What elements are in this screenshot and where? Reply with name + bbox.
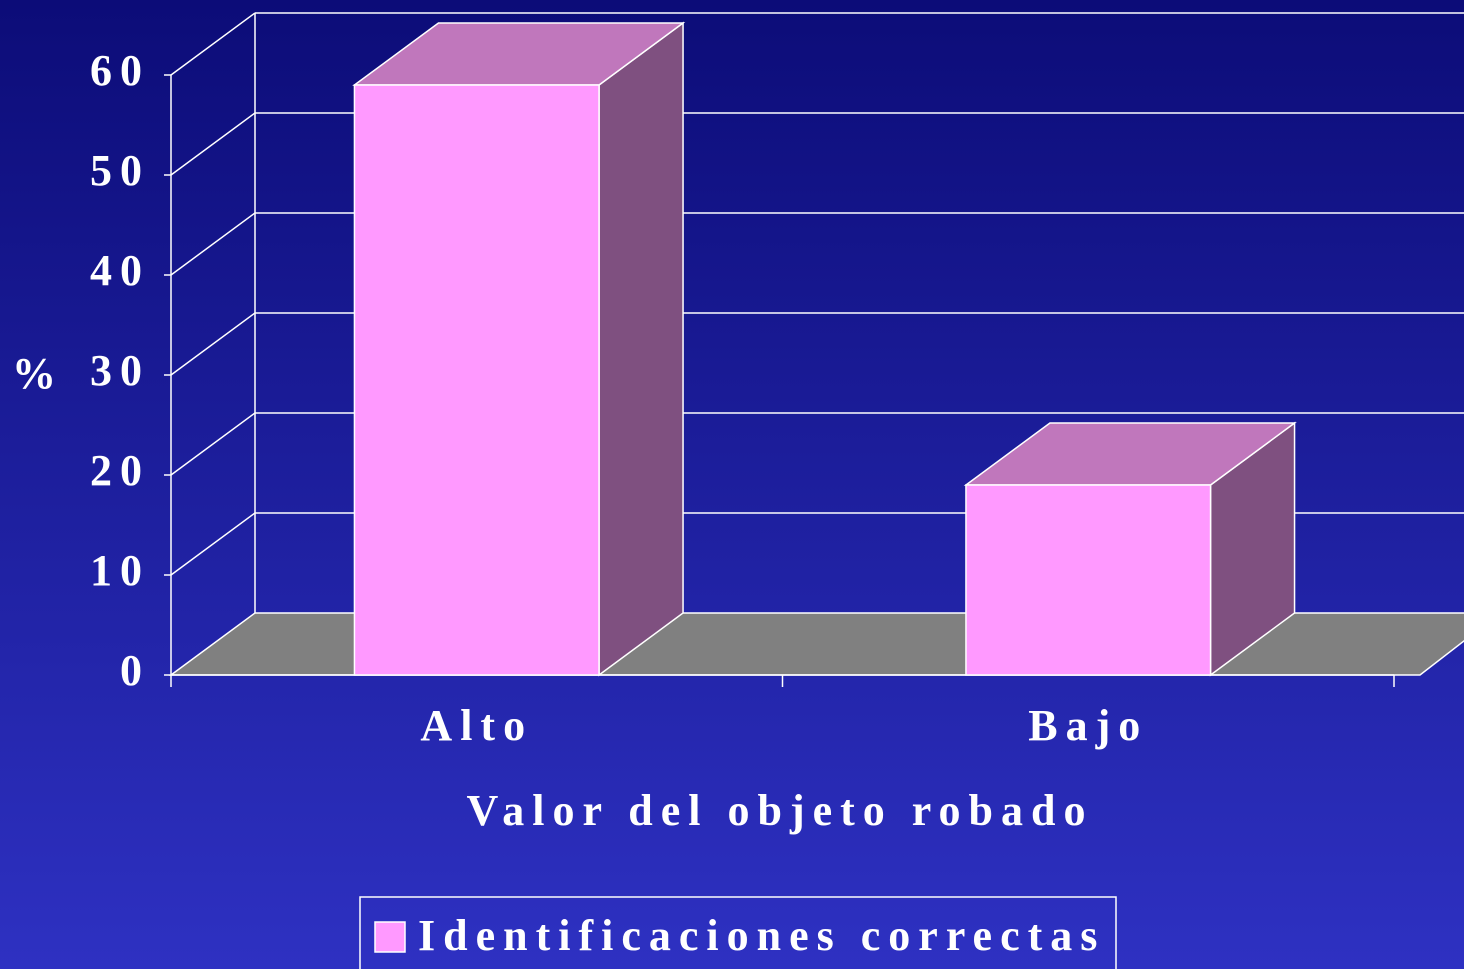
y-tick-label: 10 (90, 546, 150, 595)
y-axis-label: % (12, 349, 64, 398)
legend-swatch (374, 921, 406, 953)
wall-grid-line (170, 212, 256, 276)
y-tick-label: 50 (90, 146, 150, 195)
y-tick-label: 20 (90, 446, 150, 495)
legend-label: Identificaciones correctas (418, 911, 1105, 960)
y-tick-label: 30 (90, 346, 150, 395)
wall-grid-line (170, 312, 256, 376)
x-tick-label: Bajo (1028, 701, 1148, 750)
y-tick-label: 40 (90, 246, 150, 295)
legend-box (359, 896, 1117, 969)
bars (352, 21, 1297, 677)
x-axis-label: Valor del objeto robado (467, 786, 1094, 835)
x-tick-label: Alto (420, 701, 533, 750)
y-tick-label: 60 (90, 46, 150, 95)
legend: Identificaciones correctas (374, 911, 1105, 960)
y-tick-label: 0 (120, 646, 150, 695)
wall-grid-line (170, 412, 256, 476)
wall-grid-line (170, 12, 256, 76)
bar (353, 84, 600, 676)
bar-side (598, 21, 684, 677)
bar (965, 484, 1212, 676)
wall-grid-line (170, 112, 256, 176)
wall-grid-line (170, 512, 256, 576)
